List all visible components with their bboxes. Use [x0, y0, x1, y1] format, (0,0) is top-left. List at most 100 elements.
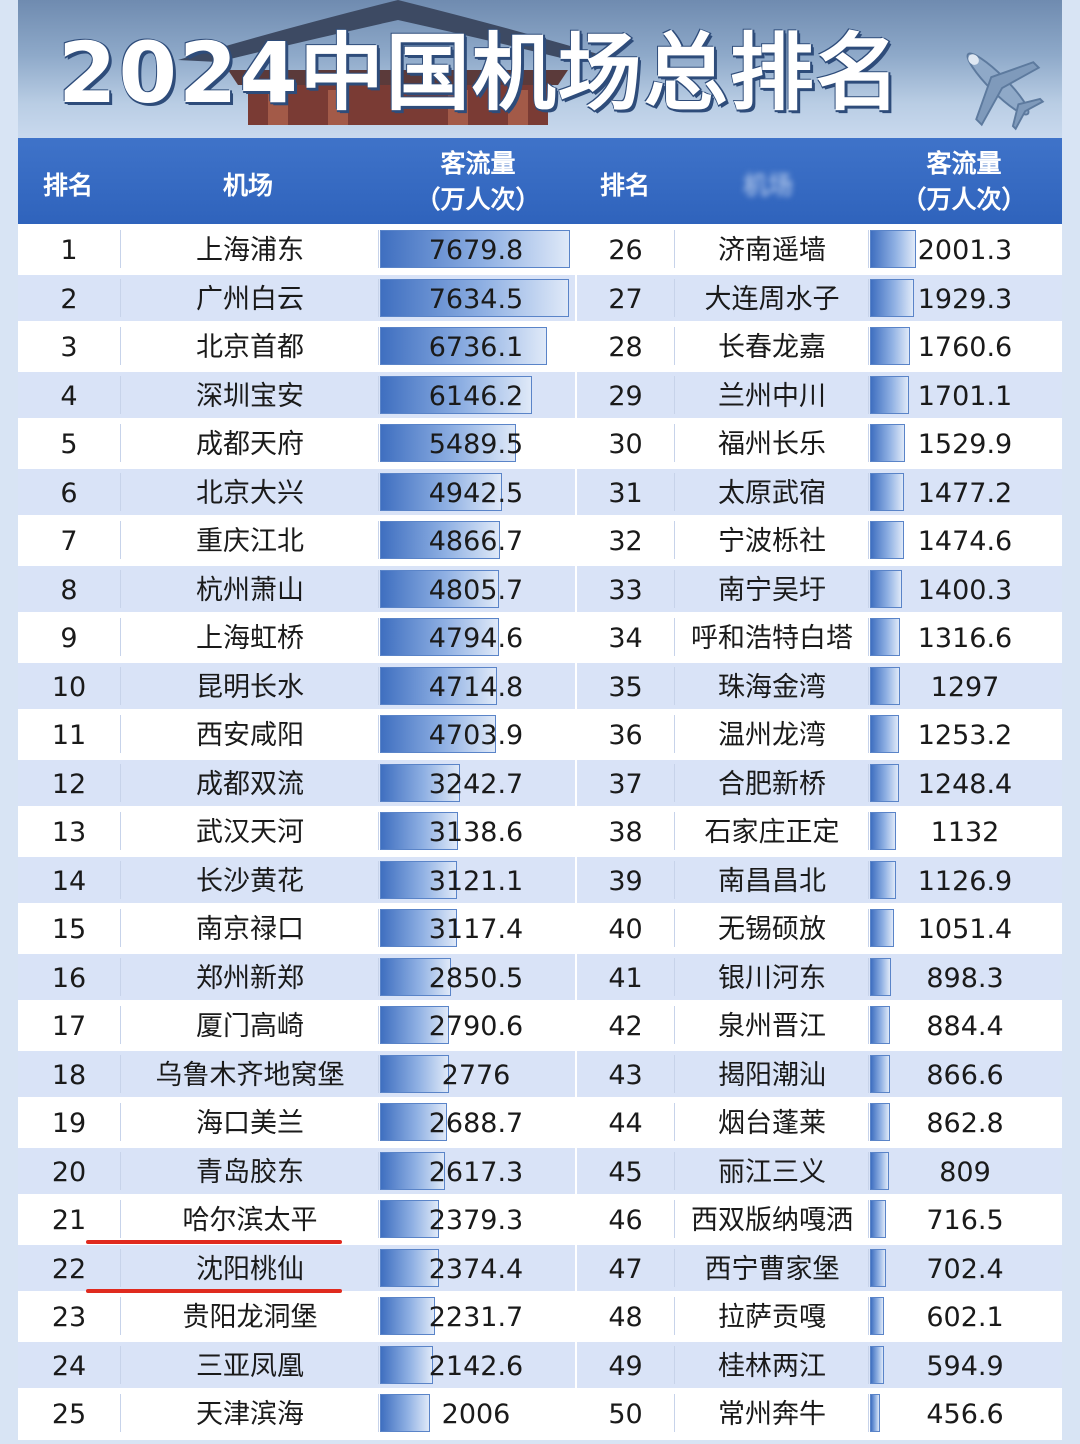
- airport-cell: 兰州中川: [718, 380, 826, 412]
- traffic-value: 2688.7: [428, 1108, 524, 1139]
- cell-separator: [120, 424, 121, 462]
- traffic-bar: [380, 424, 516, 462]
- traffic-value: 1297: [930, 671, 1000, 703]
- airport-cell: 长沙黄花: [196, 865, 304, 897]
- traffic-bar: [870, 569, 903, 608]
- rank-cell: 24: [51, 1350, 87, 1382]
- table-row: 10 昆明长水 4714.8 35 珠海金湾 1297: [18, 662, 1062, 711]
- traffic-bar: [870, 327, 911, 365]
- header-traffic-right-line1: 客流量: [926, 149, 1002, 178]
- traffic-value: 7679.8: [428, 235, 524, 266]
- cell-separator: [868, 327, 869, 365]
- cell-separator: [674, 763, 675, 802]
- table-row: 7 重庆江北 4866.7 32 宁波栎社 1474.6: [18, 517, 1062, 565]
- cell-separator: [674, 278, 675, 317]
- cell-separator: [868, 1103, 869, 1141]
- cell-separator: [674, 1103, 675, 1141]
- traffic-value: 6736.1: [428, 332, 524, 363]
- rank-cell: 39: [608, 865, 643, 897]
- rank-cell: 32: [608, 526, 643, 557]
- row-background-right: [577, 1099, 1062, 1145]
- rank-cell: 48: [608, 1302, 643, 1333]
- header-traffic-left: 客流量 （万人次）: [398, 146, 558, 218]
- traffic-bar: [380, 1345, 433, 1384]
- traffic-bar: [870, 860, 896, 899]
- cell-separator: [378, 375, 379, 414]
- airport-cell: 长春龙嘉: [718, 332, 826, 363]
- airport-cell: 北京首都: [196, 332, 304, 363]
- table-row: 11 西安咸阳 4703.9 36 温州龙湾 1253.2: [18, 711, 1062, 759]
- row-background-right: [577, 1002, 1062, 1048]
- rank-cell: 30: [608, 429, 643, 460]
- cell-separator: [868, 1248, 869, 1287]
- airport-cell: 西安咸阳: [196, 720, 304, 751]
- cell-separator: [378, 230, 379, 268]
- row-background-left: [18, 1196, 575, 1242]
- traffic-value: 1253.2: [917, 720, 1013, 751]
- table-row: 4 深圳宝安 6146.2 29 兰州中川 1701.1: [18, 371, 1062, 420]
- traffic-value: 884.4: [926, 1011, 1004, 1042]
- airport-cell: 沈阳桃仙: [196, 1253, 304, 1285]
- row-background-left: [18, 1390, 575, 1436]
- traffic-value: 2006: [441, 1399, 511, 1430]
- cell-separator: [378, 1006, 379, 1044]
- cell-separator: [674, 666, 675, 705]
- cell-separator: [378, 1151, 379, 1190]
- airport-cell: 济南遥墙: [718, 235, 826, 266]
- traffic-bar: [870, 763, 899, 802]
- cell-separator: [378, 618, 379, 656]
- traffic-value: 1051.4: [917, 914, 1013, 945]
- airport-cell: 常州奔牛: [718, 1399, 826, 1430]
- cell-separator: [120, 618, 121, 656]
- cell-separator: [120, 1248, 121, 1287]
- row-background-right: [577, 1341, 1062, 1388]
- traffic-bar: [870, 957, 891, 996]
- row-background-left: [18, 759, 575, 806]
- rank-cell: 46: [608, 1205, 643, 1236]
- airport-cell: 天津滨海: [196, 1399, 304, 1430]
- traffic-bar: [870, 666, 900, 705]
- rank-cell: 40: [608, 914, 643, 945]
- row-background-right: [577, 371, 1062, 418]
- airport-cell: 泉州晋江: [718, 1011, 826, 1042]
- header-traffic-left-line1: 客流量: [440, 149, 516, 178]
- cell-separator: [120, 1151, 121, 1190]
- highlight-underline: [86, 1288, 342, 1293]
- cell-separator: [120, 957, 121, 996]
- rank-cell: 13: [51, 817, 87, 848]
- title-banner: 2024中国机场总排名: [18, 0, 1062, 138]
- traffic-value: 1760.6: [917, 332, 1013, 363]
- cell-separator: [868, 230, 869, 268]
- traffic-value: 594.9: [926, 1350, 1004, 1382]
- traffic-value: 4714.8: [428, 671, 524, 703]
- cell-separator: [378, 715, 379, 753]
- airport-cell: 深圳宝安: [196, 380, 304, 412]
- cell-separator: [868, 763, 869, 802]
- cell-separator: [868, 375, 869, 414]
- airplane-icon: [966, 52, 1045, 131]
- cell-separator: [378, 860, 379, 899]
- cell-separator: [674, 812, 675, 850]
- traffic-value: 3117.4: [428, 914, 524, 945]
- traffic-bar: [870, 375, 910, 414]
- table-row: 1 上海浦东 7679.8 26 济南遥墙 2001.3: [18, 226, 1062, 274]
- traffic-value: 1474.6: [917, 526, 1013, 557]
- traffic-bar: [380, 1006, 450, 1044]
- cell-separator: [868, 1151, 869, 1190]
- pagoda-roof-illustration: [178, 0, 618, 125]
- cell-separator: [378, 521, 379, 559]
- traffic-bar: [380, 375, 533, 414]
- cell-separator: [868, 909, 869, 947]
- traffic-bar: [380, 1297, 436, 1335]
- ranking-table: 排名 机场 客流量 （万人次） 排名 机场 客流量 （万人次） 1 上海浦东 767…: [18, 138, 1062, 1440]
- traffic-value: 702.4: [926, 1253, 1004, 1285]
- cell-separator: [674, 618, 675, 656]
- traffic-value: 862.8: [926, 1108, 1004, 1139]
- cell-separator: [674, 230, 675, 268]
- rank-cell: 25: [51, 1399, 87, 1430]
- cell-separator: [868, 860, 869, 899]
- cell-separator: [378, 472, 379, 511]
- airport-cell: 乌鲁木齐地窝堡: [155, 1059, 345, 1091]
- row-background-right: [577, 565, 1062, 612]
- row-background-left: [18, 808, 575, 854]
